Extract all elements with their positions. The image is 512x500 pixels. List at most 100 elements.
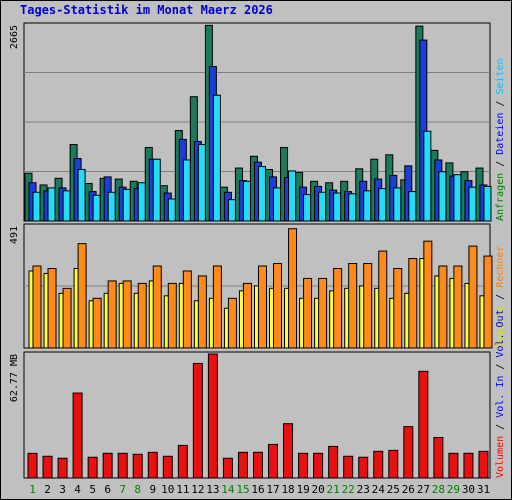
day-label-23: 23 [357, 483, 370, 496]
bar-rechner-day-11 [182, 270, 192, 349]
bar-rechner-day-31 [483, 255, 493, 349]
bar-rechner-day-17 [273, 263, 283, 349]
bar-seiten-day-7 [122, 188, 131, 222]
bar-rechner-day-5 [92, 297, 102, 349]
bar-rechner-day-9 [152, 265, 162, 349]
bar-volumen-day-5 [87, 456, 98, 479]
bar-volumen-day-22 [343, 455, 354, 479]
day-label-13: 13 [206, 483, 219, 496]
day-label-2: 2 [44, 483, 51, 496]
bar-rechner-day-24 [378, 250, 388, 349]
bar-seiten-day-17 [273, 187, 282, 222]
legend-item: Vol. Out [495, 309, 506, 357]
day-label-27: 27 [417, 483, 430, 496]
bar-seiten-day-23 [363, 190, 372, 222]
day-label-31: 31 [477, 483, 490, 496]
bar-volumen-day-4 [72, 392, 83, 479]
bar-volumen-day-7 [117, 452, 128, 479]
bar-volumen-day-23 [358, 456, 369, 479]
bar-seiten-day-27 [423, 130, 432, 222]
bar-rechner-day-1 [32, 265, 42, 349]
bar-rechner-day-16 [257, 265, 267, 349]
bar-volumen-day-17 [268, 443, 279, 479]
bar-seiten-day-21 [333, 192, 342, 222]
bar-seiten-day-15 [242, 180, 251, 222]
bar-volumen-day-19 [298, 452, 309, 479]
y-max-label: 62.77 MB [9, 354, 20, 402]
day-label-8: 8 [134, 483, 141, 496]
bar-seiten-day-1 [32, 191, 41, 222]
bar-rechner-day-28 [438, 265, 448, 349]
day-label-29: 29 [447, 483, 460, 496]
bar-seiten-day-5 [92, 194, 101, 222]
bar-rechner-day-23 [363, 263, 373, 349]
bar-rechner-day-20 [318, 277, 328, 349]
day-label-10: 10 [161, 483, 174, 496]
bar-volumen-day-14 [222, 457, 233, 479]
bar-rechner-day-26 [408, 258, 418, 349]
bar-rechner-day-22 [348, 263, 358, 349]
bar-seiten-day-22 [348, 193, 357, 222]
bar-volumen-day-1 [27, 452, 38, 479]
bar-seiten-day-20 [318, 191, 327, 222]
bar-volumen-day-3 [57, 457, 68, 479]
bar-volumen-day-13 [207, 353, 218, 479]
bar-volumen-day-15 [237, 451, 248, 479]
bar-seiten-day-3 [62, 190, 71, 222]
day-label-22: 22 [342, 483, 355, 496]
day-label-5: 5 [89, 483, 96, 496]
bar-volumen-day-28 [433, 437, 444, 479]
day-label-26: 26 [402, 483, 415, 496]
bar-rechner-day-2 [47, 267, 57, 349]
day-label-17: 17 [266, 483, 279, 496]
day-label-3: 3 [59, 483, 66, 496]
bar-volumen-day-29 [448, 452, 459, 479]
bar-rechner-day-8 [137, 282, 147, 349]
bar-seiten-day-13 [212, 94, 221, 222]
day-label-28: 28 [432, 483, 445, 496]
bar-seiten-day-26 [408, 191, 417, 222]
day-label-20: 20 [312, 483, 325, 496]
bar-rechner-day-19 [303, 277, 313, 349]
bar-volumen-day-21 [328, 445, 339, 479]
legend-item: Rechner [495, 246, 506, 288]
day-label-1: 1 [29, 483, 36, 496]
legend-item: Dateien [495, 113, 506, 155]
bar-volumen-day-26 [403, 426, 414, 479]
day-label-24: 24 [372, 483, 386, 496]
bar-seiten-day-4 [77, 169, 86, 222]
chart-title: Tages-Statistik im Monat Maerz 2026 [20, 3, 273, 17]
bar-volumen-day-2 [42, 455, 53, 479]
bar-volumen-day-24 [373, 450, 384, 479]
day-label-25: 25 [387, 483, 400, 496]
day-label-16: 16 [251, 483, 264, 496]
bar-volumen-day-9 [147, 451, 158, 479]
bar-seiten-day-31 [483, 185, 492, 222]
bar-volumen-day-6 [102, 452, 113, 479]
day-label-14: 14 [221, 483, 235, 496]
bar-rechner-day-21 [333, 267, 343, 349]
legend-item: Seiten [495, 58, 506, 94]
day-label-30: 30 [462, 483, 475, 496]
bar-seiten-day-25 [393, 187, 402, 222]
legend-requests: Anfragen / Dateien / Seiten [495, 58, 506, 221]
day-label-19: 19 [296, 483, 309, 496]
y-max-label: 491 [9, 226, 20, 244]
day-label-4: 4 [74, 483, 81, 496]
day-label-21: 21 [327, 483, 340, 496]
bar-seiten-day-30 [468, 186, 477, 222]
bar-seiten-day-19 [303, 194, 312, 222]
y-max-label: 2665 [9, 25, 20, 49]
legend-item: Anfragen [495, 173, 506, 221]
day-label-12: 12 [191, 483, 204, 496]
legend-item: Vol. In [495, 376, 506, 418]
day-label-7: 7 [119, 483, 126, 496]
bar-volumen-day-30 [463, 452, 474, 479]
bar-volumen-day-10 [162, 455, 173, 479]
bar-seiten-day-8 [137, 182, 146, 222]
bar-seiten-day-16 [257, 166, 266, 222]
bar-volumen-day-18 [283, 423, 294, 479]
bar-volumen-day-25 [388, 449, 399, 479]
